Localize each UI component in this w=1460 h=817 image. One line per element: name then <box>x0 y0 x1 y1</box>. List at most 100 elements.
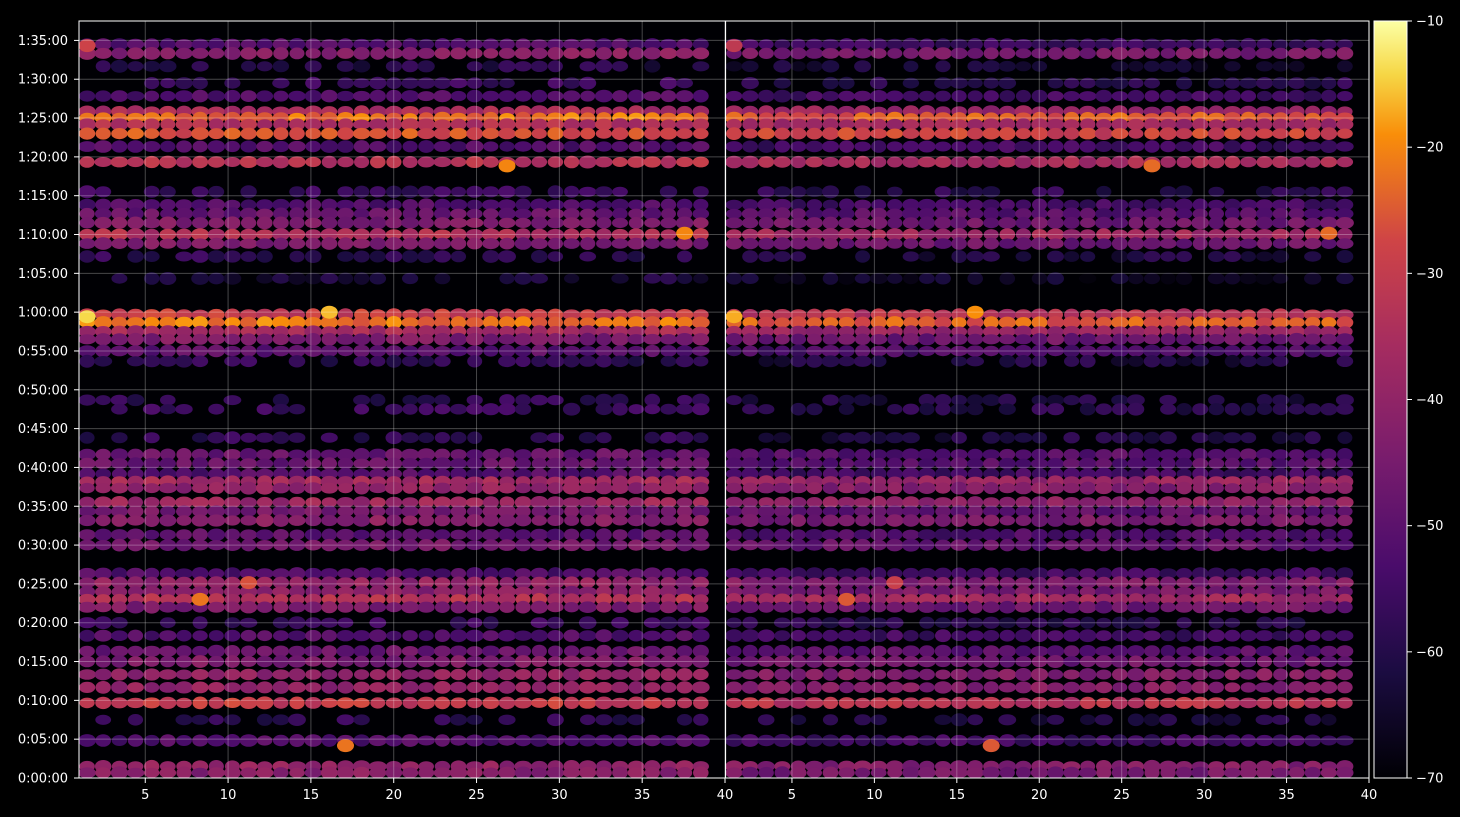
heatmap-cell-left-band-20-x-26 <box>482 316 499 329</box>
heatmap-cell-right-band-50-x-31 <box>1208 713 1225 726</box>
heatmap-cell-left-band-40-x-14 <box>289 585 305 598</box>
heatmap-cell-left-band-0-x-31 <box>563 38 581 50</box>
heatmap-cell-right-band-27-x-33 <box>1240 432 1257 444</box>
heatmap-cell-right-band-17-x-4 <box>773 251 791 262</box>
heatmap-cell-right-band-42-x-6 <box>806 601 823 613</box>
heatmap-cell-left-band-14-x-14 <box>289 216 305 229</box>
heatmap-cell-right-band-30-x-26 <box>1127 468 1145 480</box>
heatmap-cell-left-band-4-x-10 <box>224 89 241 103</box>
heatmap-cell-left-band-44-x-30 <box>547 630 564 642</box>
heatmap-cell-right-band-16-x-4 <box>773 237 792 250</box>
heatmap-cell-left-band-12-x-4 <box>126 199 145 211</box>
heatmap-cell-right-band-12-x-27 <box>1143 198 1161 211</box>
heatmap-cell-left-band-30-x-32 <box>579 468 596 480</box>
heatmap-cell-right-band-14-x-16 <box>967 217 984 229</box>
heatmap-cell-left-band-34-x-31 <box>564 505 580 518</box>
heatmap-cell-right-band-7-x-10 <box>870 118 887 131</box>
heatmap-cell-left-band-15-x-31 <box>563 228 580 241</box>
heatmap-cell-right-band-42-x-23 <box>1078 601 1097 614</box>
heatmap-cell-left-band-41-x-31 <box>563 593 580 606</box>
heatmap-cell-right-band-2-x-27 <box>1143 60 1161 72</box>
heatmap-cell-left-band-39-x-32 <box>580 577 596 588</box>
heatmap-cell-right-band-13-x-22 <box>1062 207 1081 221</box>
heatmap-cell-right-band-30-x-23 <box>1079 468 1097 480</box>
heatmap-cell-left-band-34-x-27 <box>498 505 516 518</box>
heatmap-cell-right-band-19-x-19 <box>1015 309 1032 321</box>
heatmap-cell-left-band-30-x-39 <box>692 468 710 480</box>
heatmap-cell-right-band-28-x-15 <box>950 449 968 460</box>
heatmap-cell-left-band-35-x-7 <box>176 515 192 526</box>
heatmap-cell-left-band-4-x-38 <box>675 90 694 103</box>
heatmap-cell-right-band-15-x-6 <box>805 228 824 241</box>
heatmap-cell-left-band-16-x-16 <box>321 237 338 250</box>
heatmap-cell-left-band-39-x-14 <box>289 576 305 589</box>
heatmap-hotspot-right-5 <box>838 592 856 606</box>
heatmap-cell-left-band-33-x-33 <box>596 496 612 509</box>
heatmap-cell-right-band-4-x-27 <box>1144 90 1160 102</box>
heatmap-cell-right-band-14-x-13 <box>918 216 936 230</box>
heatmap-cell-right-band-18-x-8 <box>838 272 856 285</box>
heatmap-cell-right-band-39-x-7 <box>822 576 839 589</box>
heatmap-cell-right-band-53-x-28 <box>1160 766 1176 778</box>
heatmap-cell-right-band-46-x-37 <box>1304 656 1321 667</box>
heatmap-cell-right-band-35-x-12 <box>902 514 920 527</box>
heatmap-cell-right-band-47-x-32 <box>1224 668 1241 681</box>
heatmap-cell-left-band-0-x-15 <box>305 38 322 51</box>
heatmap-cell-left-band-23-x-6 <box>159 344 176 358</box>
heatmap-cell-left-band-17-x-15 <box>304 250 322 263</box>
heatmap-cell-left-band-33-x-37 <box>660 497 677 508</box>
heatmap-cell-right-band-21-x-24 <box>1095 325 1113 338</box>
heatmap-cell-left-band-51-x-32 <box>579 734 597 747</box>
heatmap-cell-right-band-19-x-24 <box>1095 309 1113 321</box>
heatmap-cell-left-band-27-x-38 <box>675 431 694 445</box>
heatmap-cell-left-band-49-x-2 <box>95 696 112 710</box>
heatmap-cell-right-band-4-x-6 <box>806 90 823 102</box>
heatmap-cell-left-band-33-x-19 <box>369 497 386 508</box>
heatmap-cell-right-band-8-x-15 <box>950 127 968 140</box>
heatmap-cell-right-band-45-x-10 <box>870 645 887 657</box>
heatmap-cell-left-band-4-x-17 <box>336 90 355 102</box>
heatmap-cell-right-band-24-x-39 <box>1336 355 1354 367</box>
heatmap-cell-left-band-20-x-2 <box>94 316 112 329</box>
heatmap-cell-right-band-17-x-27 <box>1143 250 1161 263</box>
heatmap-cell-right-band-14-x-9 <box>854 217 872 229</box>
heatmap-cell-right-band-38-x-3 <box>757 568 775 579</box>
heatmap-cell-right-band-50-x-9 <box>854 714 872 726</box>
heatmap-cell-right-band-46-x-28 <box>1160 655 1176 668</box>
heatmap-cell-left-band-24-x-10 <box>224 356 241 367</box>
heatmap-cell-right-band-1-x-17 <box>983 47 999 60</box>
heatmap-cell-left-band-15-x-35 <box>628 228 645 241</box>
heatmap-cell-right-band-45-x-15 <box>951 645 967 657</box>
heatmap-cell-right-band-1-x-20 <box>1031 48 1048 59</box>
heatmap-cell-right-band-37-x-30 <box>1191 539 1209 551</box>
heatmap-cell-left-band-0-x-20 <box>385 39 402 50</box>
heatmap-cell-left-band-28-x-16 <box>320 449 338 460</box>
heatmap-cell-left-band-34-x-14 <box>288 505 306 517</box>
heatmap-cell-right-band-53-x-15 <box>950 767 968 778</box>
heatmap-cell-right-band-10-x-3 <box>758 156 775 168</box>
heatmap-cell-right-band-24-x-19 <box>1015 355 1032 368</box>
heatmap-cell-right-band-43-x-20 <box>1031 617 1048 628</box>
heatmap-cell-left-band-28-x-17 <box>336 448 355 461</box>
heatmap-cell-right-band-37-x-4 <box>773 539 791 551</box>
heatmap-cell-right-band-11-x-17 <box>982 186 1001 198</box>
heatmap-cell-right-band-9-x-8 <box>839 140 855 153</box>
heatmap-cell-right-band-3-x-22 <box>1063 77 1080 89</box>
heatmap-cell-right-band-32-x-29 <box>1176 481 1192 495</box>
heatmap-cell-right-band-43-x-8 <box>838 617 855 628</box>
heatmap-cell-right-band-17-x-34 <box>1256 251 1273 262</box>
colorbar-tick-label-2: −30 <box>1416 267 1443 282</box>
heatmap-cell-right-band-48-x-30 <box>1191 681 1210 694</box>
heatmap-cell-left-band-16-x-24 <box>450 237 467 250</box>
heatmap-cell-left-band-36-x-15 <box>304 528 322 541</box>
heatmap-cell-right-band-19-x-6 <box>806 308 822 321</box>
heatmap-cell-left-band-8-x-33 <box>595 128 613 139</box>
heatmap-cell-right-band-27-x-12 <box>901 432 920 444</box>
heatmap-cell-right-band-14-x-39 <box>1335 217 1354 229</box>
heatmap-cell-right-band-39-x-19 <box>1015 577 1032 588</box>
heatmap-cell-left-band-48-x-27 <box>498 681 516 694</box>
heatmap-cell-left-band-47-x-37 <box>660 668 677 681</box>
heatmap-cell-right-band-46-x-32 <box>1224 655 1241 668</box>
heatmap-cell-right-band-36-x-11 <box>887 529 903 541</box>
heatmap-cell-right-band-36-x-8 <box>838 529 855 541</box>
